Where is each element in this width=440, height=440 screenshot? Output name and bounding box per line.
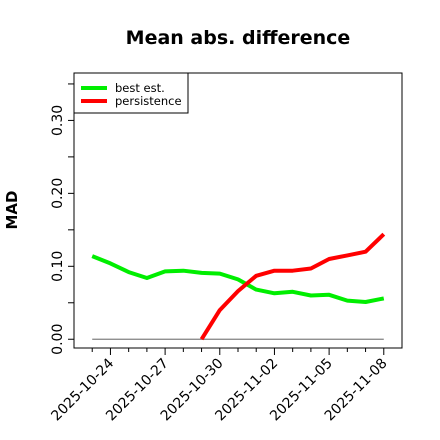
series-line-best-est bbox=[91, 254, 385, 304]
y-tick-label: 0.00 bbox=[50, 324, 66, 355]
y-tick-label: 0.10 bbox=[50, 251, 66, 282]
y-tick-label: 0.20 bbox=[50, 178, 66, 209]
y-axis: 0.00 0.10 0.20 0.30 bbox=[50, 83, 74, 355]
legend: best est. persistence bbox=[73, 72, 189, 114]
x-axis: 2025-10-242025-10-272025-10-302025-11-02… bbox=[48, 348, 391, 424]
y-tick-label: 0.30 bbox=[50, 105, 66, 136]
plot-area bbox=[73, 72, 403, 349]
series-line-persistence bbox=[199, 232, 386, 341]
y-axis-label: MAD bbox=[3, 191, 21, 230]
legend-label-best-est: best est. bbox=[115, 81, 165, 95]
chart-title: Mean abs. difference bbox=[126, 27, 351, 49]
series-layer bbox=[91, 232, 386, 341]
legend-label-persistence: persistence bbox=[115, 94, 182, 108]
legend-box bbox=[73, 72, 189, 114]
